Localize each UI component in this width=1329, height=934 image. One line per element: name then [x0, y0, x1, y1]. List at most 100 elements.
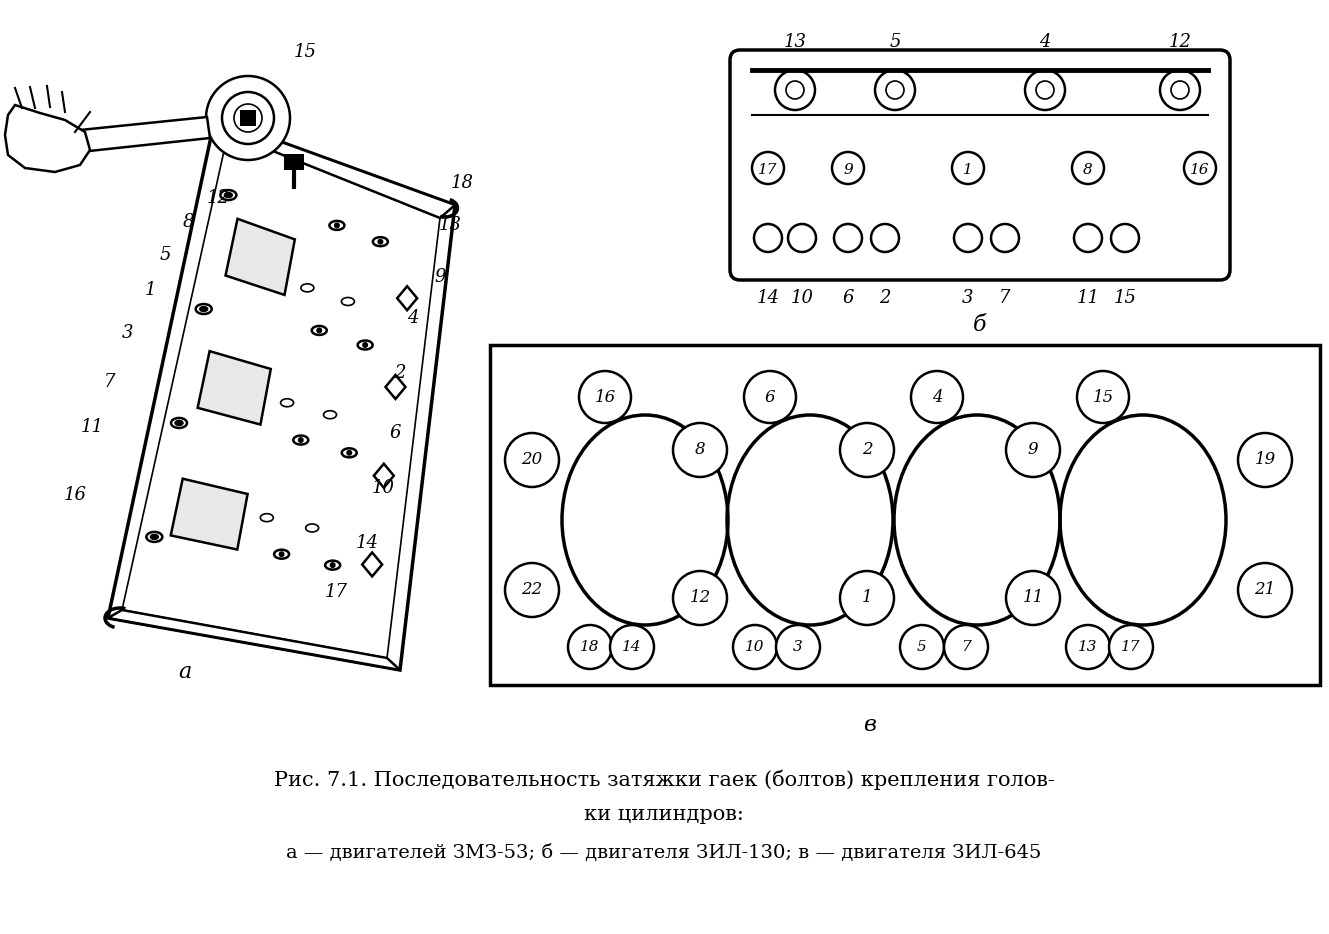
- Polygon shape: [5, 105, 90, 172]
- Text: 14: 14: [622, 640, 642, 654]
- Text: 18: 18: [581, 640, 599, 654]
- Text: 4: 4: [407, 309, 419, 327]
- Circle shape: [316, 328, 322, 333]
- Circle shape: [744, 371, 796, 423]
- Text: 9: 9: [843, 163, 853, 177]
- Text: 11: 11: [1022, 589, 1043, 606]
- FancyBboxPatch shape: [730, 50, 1231, 280]
- Polygon shape: [108, 118, 455, 670]
- Circle shape: [1066, 625, 1110, 669]
- Circle shape: [776, 625, 820, 669]
- Text: 5: 5: [889, 33, 901, 51]
- Circle shape: [347, 450, 352, 456]
- Text: 12: 12: [1168, 33, 1192, 51]
- Circle shape: [1025, 70, 1065, 110]
- Polygon shape: [65, 117, 210, 152]
- Text: 12: 12: [206, 189, 230, 207]
- Text: 17: 17: [1122, 640, 1140, 654]
- Text: 6: 6: [764, 389, 775, 405]
- Circle shape: [610, 625, 654, 669]
- Polygon shape: [170, 479, 247, 549]
- Circle shape: [1076, 371, 1130, 423]
- Text: 10: 10: [746, 640, 764, 654]
- Text: 17: 17: [324, 583, 347, 601]
- Text: в: в: [864, 714, 877, 736]
- Text: 20: 20: [521, 451, 542, 469]
- Polygon shape: [108, 610, 400, 670]
- Text: 15: 15: [1114, 289, 1136, 307]
- Text: 10: 10: [372, 479, 395, 497]
- Circle shape: [944, 625, 987, 669]
- Text: 19: 19: [1255, 451, 1276, 469]
- Circle shape: [1006, 423, 1061, 477]
- Text: 9: 9: [1027, 442, 1038, 459]
- Text: 11: 11: [81, 418, 104, 436]
- Circle shape: [775, 70, 815, 110]
- Text: 5: 5: [917, 640, 926, 654]
- Text: 16: 16: [64, 486, 86, 504]
- Bar: [241, 110, 256, 126]
- Text: 6: 6: [389, 424, 401, 442]
- Text: 16: 16: [1191, 163, 1209, 177]
- Text: 7: 7: [104, 373, 116, 391]
- Circle shape: [505, 433, 560, 487]
- Polygon shape: [198, 351, 271, 425]
- Text: 17: 17: [759, 163, 777, 177]
- Bar: [490, 345, 1320, 685]
- Circle shape: [298, 437, 304, 443]
- Ellipse shape: [225, 192, 233, 198]
- Circle shape: [734, 625, 777, 669]
- Circle shape: [1160, 70, 1200, 110]
- Polygon shape: [226, 219, 295, 295]
- Text: 9: 9: [435, 268, 445, 286]
- Text: 21: 21: [1255, 582, 1276, 599]
- Text: 3: 3: [962, 289, 974, 307]
- Circle shape: [579, 371, 631, 423]
- Circle shape: [900, 625, 944, 669]
- Text: 2: 2: [880, 289, 890, 307]
- Bar: [284, 154, 304, 170]
- Polygon shape: [215, 118, 455, 218]
- Text: 3: 3: [122, 324, 134, 342]
- Text: а: а: [178, 661, 191, 683]
- Text: 14: 14: [355, 534, 379, 552]
- Text: 8: 8: [182, 213, 194, 231]
- Text: 2: 2: [395, 364, 405, 382]
- Text: 16: 16: [594, 389, 615, 405]
- Text: 15: 15: [294, 43, 316, 61]
- Text: 8: 8: [695, 442, 706, 459]
- Text: 6: 6: [843, 289, 853, 307]
- Circle shape: [840, 423, 894, 477]
- Text: Рис. 7.1. Последовательность затяжки гаек (болтов) крепления голов-: Рис. 7.1. Последовательность затяжки гае…: [274, 770, 1054, 790]
- Text: 2: 2: [861, 442, 872, 459]
- Circle shape: [840, 571, 894, 625]
- Text: 13: 13: [1078, 640, 1098, 654]
- Text: 14: 14: [756, 289, 780, 307]
- Circle shape: [279, 551, 284, 558]
- Text: 4: 4: [1039, 33, 1051, 51]
- Text: 1: 1: [861, 589, 872, 606]
- Text: 18: 18: [451, 174, 473, 192]
- Text: 13: 13: [439, 216, 461, 234]
- Circle shape: [1108, 625, 1154, 669]
- Circle shape: [672, 423, 727, 477]
- Text: 1: 1: [145, 281, 155, 299]
- Ellipse shape: [175, 420, 183, 426]
- Text: 8: 8: [1083, 163, 1092, 177]
- Text: 4: 4: [932, 389, 942, 405]
- Text: 7: 7: [999, 289, 1011, 307]
- Text: 7: 7: [961, 640, 971, 654]
- Text: 13: 13: [784, 33, 807, 51]
- Text: а — двигателей ЗМЗ-53; б — двигателя ЗИЛ-130; в — двигателя ЗИЛ-645: а — двигателей ЗМЗ-53; б — двигателя ЗИЛ…: [286, 844, 1042, 862]
- Text: б: б: [973, 314, 987, 336]
- Circle shape: [334, 222, 340, 229]
- Circle shape: [505, 563, 560, 617]
- Ellipse shape: [199, 306, 207, 312]
- Text: 22: 22: [521, 582, 542, 599]
- Circle shape: [361, 342, 368, 348]
- Circle shape: [330, 562, 336, 568]
- Circle shape: [672, 571, 727, 625]
- Circle shape: [1006, 571, 1061, 625]
- Text: 15: 15: [1092, 389, 1114, 405]
- Text: 3: 3: [793, 640, 803, 654]
